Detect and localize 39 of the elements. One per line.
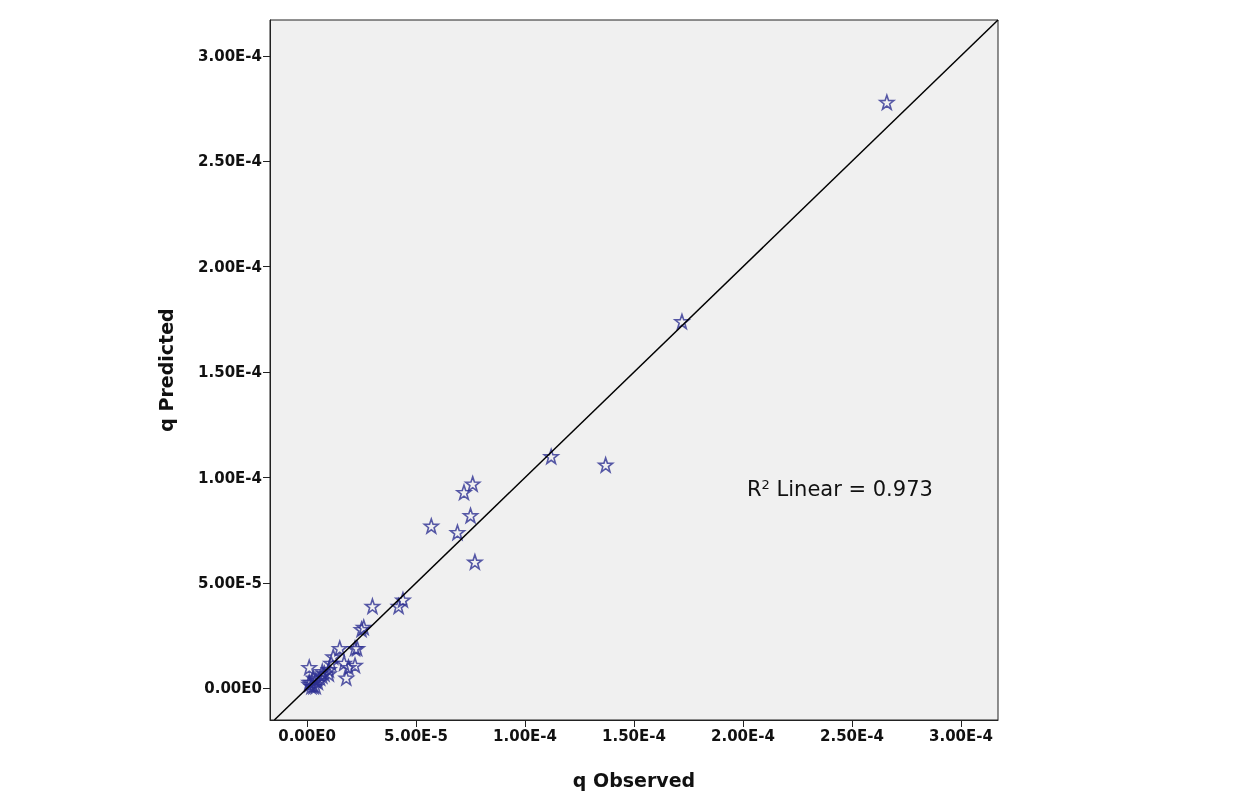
- point: [321, 665, 337, 682]
- point: [340, 659, 357, 676]
- y-tick-label: 2.00E-4: [198, 257, 262, 276]
- x-tick-label: 3.00E-4: [928, 726, 993, 745]
- point: [395, 592, 411, 608]
- point: [331, 640, 348, 657]
- y-tick-label: 1.00E-4: [198, 468, 262, 487]
- point: [597, 457, 614, 473]
- point: [347, 657, 363, 673]
- point: [879, 94, 895, 111]
- y-tick-label: 2.50E-4: [198, 152, 262, 171]
- y-tick-label: 0.00E0: [204, 679, 262, 698]
- point: [390, 598, 407, 614]
- point: [323, 655, 339, 671]
- point: [336, 655, 352, 671]
- y-tick-label: 3.00E-4: [198, 46, 262, 65]
- point: [338, 670, 355, 686]
- point: [456, 484, 472, 501]
- point: [449, 524, 466, 541]
- point: [674, 313, 690, 330]
- point: [462, 507, 479, 524]
- x-tick-label: 2.50E-4: [820, 726, 884, 745]
- x-tick-label: 5.00E-5: [384, 726, 448, 745]
- point: [543, 448, 559, 465]
- y-axis-title: q Predicted: [154, 308, 177, 432]
- point: [467, 554, 483, 570]
- x-tick-label: 1.50E-4: [602, 726, 666, 745]
- point: [301, 659, 318, 676]
- x-tick-label: 2.00E-4: [711, 726, 775, 745]
- point: [321, 661, 337, 678]
- y-tick-label: 1.50E-4: [198, 363, 262, 382]
- point: [464, 476, 481, 492]
- point: [423, 518, 440, 534]
- x-axis-title: q Observed: [572, 768, 696, 791]
- point: [325, 648, 342, 665]
- y-tick-label: 5.00E-5: [198, 573, 262, 592]
- x-tick-label: 0.00E0: [278, 726, 336, 745]
- x-tick-label: 1.00E-4: [493, 726, 557, 745]
- point: [364, 598, 381, 614]
